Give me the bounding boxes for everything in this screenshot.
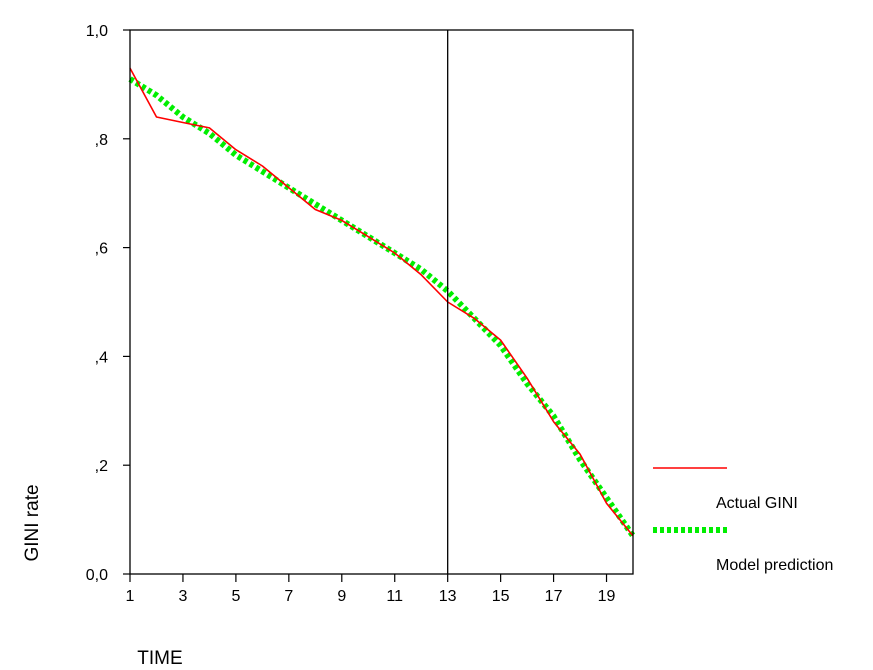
plot-frame xyxy=(129,29,634,575)
x-axis-title: TIME xyxy=(137,648,182,669)
series-line-model-prediction xyxy=(128,76,636,538)
y-tick-label: 0,0 xyxy=(86,567,108,584)
y-tick-label: ,2 xyxy=(95,458,108,475)
y-tick-label: ,4 xyxy=(95,349,108,366)
x-tick-label: 9 xyxy=(337,588,346,605)
y-axis-title: GINI rate xyxy=(22,484,43,561)
x-tick-label: 1 xyxy=(126,588,135,605)
y-tick-label: 1,0 xyxy=(86,23,108,40)
x-tick-label: 19 xyxy=(598,588,616,605)
x-tick-label: 15 xyxy=(492,588,510,605)
x-tick-label: 11 xyxy=(386,588,403,605)
x-tick-label: 17 xyxy=(545,588,563,605)
x-tick-label: 13 xyxy=(439,588,457,605)
legend: Actual GINI Model prediction xyxy=(653,467,833,574)
y-tick-label: ,6 xyxy=(95,241,108,258)
x-tick-label: 3 xyxy=(178,588,187,605)
legend-label-model-prediction: Model prediction xyxy=(716,557,833,574)
y-tick-label: ,8 xyxy=(95,132,108,149)
x-tick-label: 7 xyxy=(284,588,293,605)
legend-label-actual-gini: Actual GINI xyxy=(716,495,798,512)
x-tick-label: 5 xyxy=(231,588,240,605)
series-line-actual-gini xyxy=(129,67,634,537)
